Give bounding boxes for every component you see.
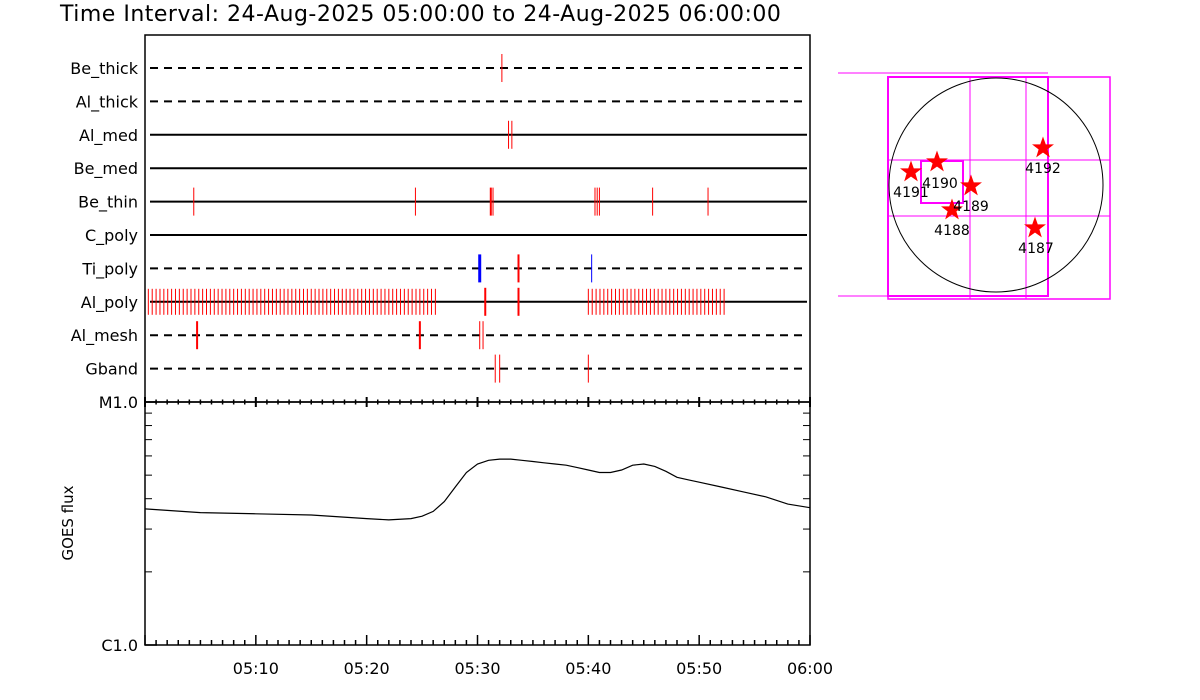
x-tick-label: 05:40 [565,659,611,678]
x-tick-label: 05:10 [233,659,279,678]
active-region-star-icon [1032,136,1054,158]
title-prefix: Time Interval: [60,2,220,27]
interval-start: 24-Aug-2025 05:00:00 [227,2,486,27]
x-tick-label: 05:20 [344,659,390,678]
active-region-label: 4189 [953,199,989,215]
channel-label-c_poly: C_poly [85,226,138,246]
channel-label-al_med: Al_med [79,126,138,146]
channel-label-al_poly: Al_poly [81,293,138,313]
active-region-star-icon [960,174,982,196]
active-region-label: 4188 [934,223,970,239]
fov-box-outer [887,76,1111,300]
goes-panel-frame [144,401,811,646]
channel-label-be_thick: Be_thick [70,59,138,79]
channel-label-be_thin: Be_thin [78,193,138,213]
goes-flux-curve [144,458,811,521]
time-interval-title: Time Interval: 24-Aug-2025 05:00:00 to 2… [60,2,781,27]
x-tick-label: 06:00 [787,659,833,678]
channel-label-be_med: Be_med [74,159,138,179]
y-tick-label-top: M1.0 [99,393,138,412]
y-tick-label-bottom: C1.0 [101,636,138,655]
active-region-star-icon [1024,216,1046,238]
x-tick-label: 05:50 [676,659,722,678]
active-region-label: 4192 [1025,161,1061,177]
active-region-label: 4191 [893,185,929,201]
solar-disk [888,77,1104,293]
active-region-label: 4187 [1018,241,1054,257]
channel-label-ti_poly: Ti_poly [81,259,138,279]
event-panel-frame [144,34,811,403]
interval-joiner: to [492,2,516,27]
channel-label-gband: Gband [85,360,138,379]
channel-label-al_mesh: Al_mesh [71,326,138,346]
active-region-star-icon [926,150,948,172]
interval-end: 24-Aug-2025 06:00:00 [523,2,782,27]
goes-y-axis-label: GOES flux [59,485,77,560]
channel-label-al_thick: Al_thick [76,92,139,112]
active-region-label: 4190 [922,176,958,192]
x-tick-label: 05:30 [454,659,500,678]
active-region-star-icon [900,160,922,182]
active-region-star-icon [941,198,963,220]
